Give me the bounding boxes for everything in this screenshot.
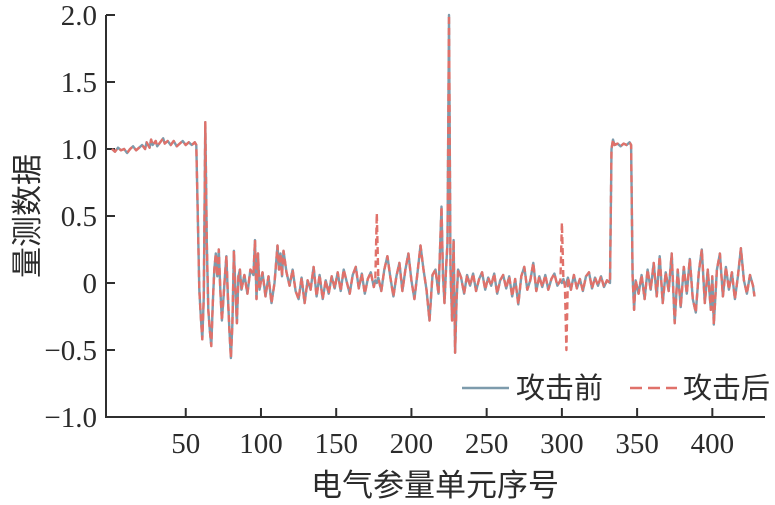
x-axis-title: 电气参量单元序号 xyxy=(311,468,559,503)
series-lines xyxy=(111,13,756,360)
x-tick-label: 150 xyxy=(314,428,358,460)
legend: 攻击前 攻击后 xyxy=(462,372,770,405)
x-tick-label: 50 xyxy=(171,428,200,460)
x-tick-label: 400 xyxy=(691,428,735,460)
y-axis-title: 量测数据 xyxy=(10,154,45,278)
y-tick-label: −0.5 xyxy=(44,335,97,367)
x-tick-label: 250 xyxy=(465,428,509,460)
legend-label-after-attack: 攻击后 xyxy=(683,372,770,405)
y-tick-label: 2.0 xyxy=(61,0,97,32)
legend-label-before-attack: 攻击前 xyxy=(516,372,603,405)
series-line-after-attack xyxy=(111,13,756,360)
tick-labels: −1.0 −0.5 0 0.5 1.0 1.5 2.0 50 100 150 200 250 300 35… xyxy=(44,0,734,460)
tick-marks xyxy=(106,14,714,418)
x-tick-label: 100 xyxy=(239,428,283,460)
y-tick-label: 1.5 xyxy=(61,67,97,99)
y-tick-label: 0 xyxy=(83,268,98,300)
y-tick-label: −1.0 xyxy=(44,402,97,434)
y-tick-label: 1.0 xyxy=(61,134,97,166)
x-tick-label: 200 xyxy=(390,428,434,460)
x-tick-label: 350 xyxy=(615,428,659,460)
y-tick-label: 0.5 xyxy=(61,201,97,233)
x-tick-label: 300 xyxy=(540,428,584,460)
series-line-before-attack xyxy=(111,13,756,360)
